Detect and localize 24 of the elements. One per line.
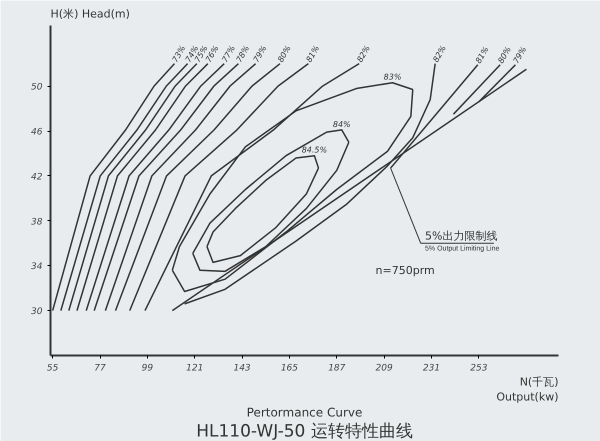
y-tick-label: 34 [31,262,43,272]
x-tick-label: 121 [186,364,204,374]
series-label: 84.5% [302,146,328,155]
x-tick-label: 231 [422,364,440,374]
x-tick-label: 143 [233,364,251,374]
x-tick-label: 209 [376,364,394,374]
y-tick-label: 46 [31,128,43,138]
x-axis-title: N(千瓦) Output(kw) [496,376,559,404]
x-tick-label: 99 [142,364,154,374]
y-axis-title: H(米) Head(m) [50,8,130,20]
x-tick-label: 55 [46,364,59,374]
x-tick-label: 187 [328,364,346,374]
x-tick-label: 77 [94,364,106,374]
x-tick-label: 165 [280,364,298,374]
annotation: n=750prm [376,264,435,277]
x-tick-label: 253 [470,364,488,374]
series-label: 84% [332,120,351,129]
text: HL110-WJ-50 运转特性曲线 [196,422,413,441]
y-tick-label: 42 [31,172,43,182]
series-label: 83% [384,72,402,82]
y-tick-label: 30 [31,307,43,318]
text: Pertormance Curve [246,406,362,420]
y-tick-label: 38 [31,217,43,228]
y-tick-label: 50 [31,82,43,93]
